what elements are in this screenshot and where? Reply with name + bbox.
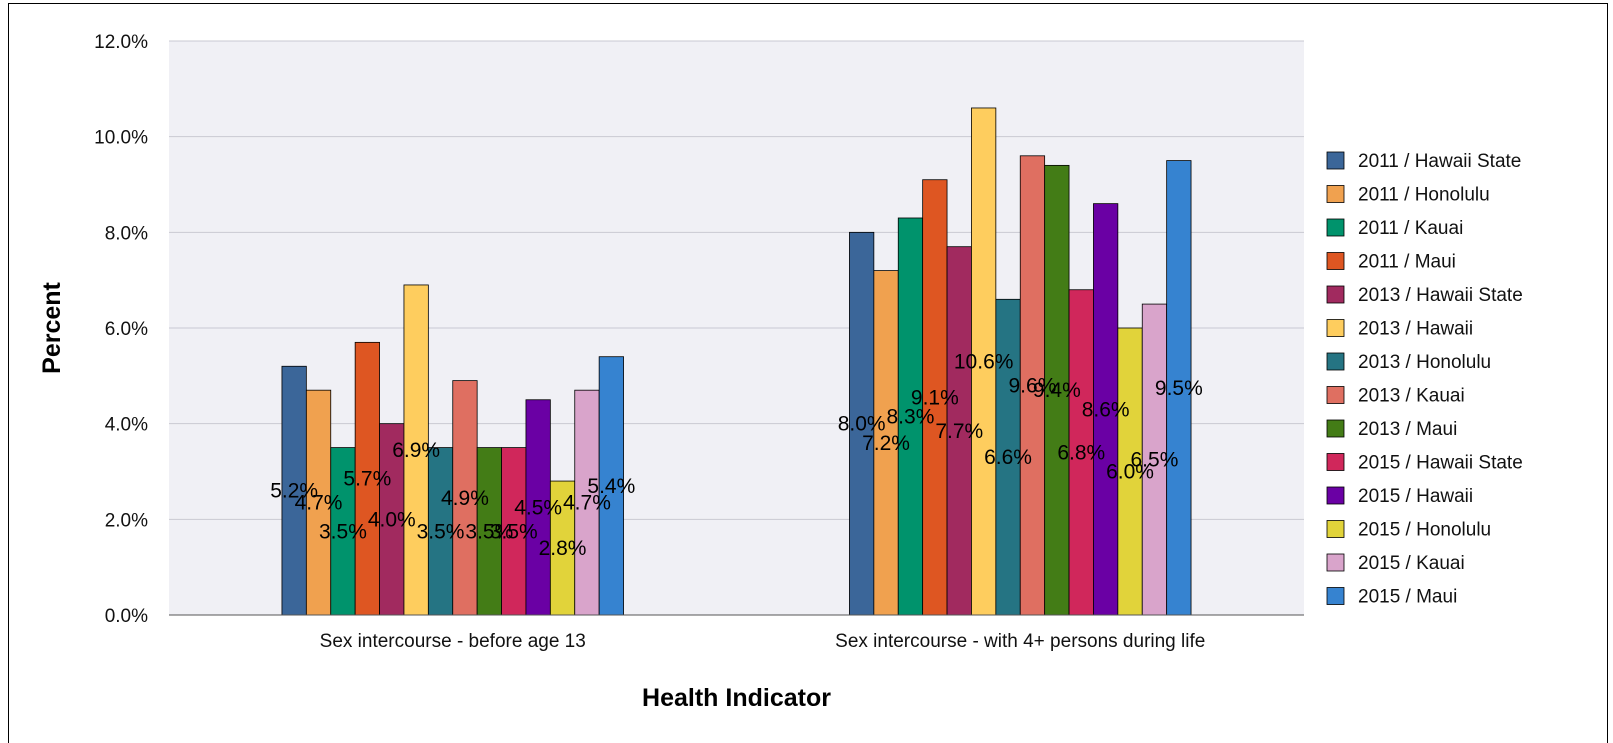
legend-swatch <box>1327 152 1344 169</box>
legend-item: 2015 / Maui <box>1327 587 1457 608</box>
data-label: 3.5% <box>417 520 465 543</box>
data-label: 6.8% <box>1057 441 1105 464</box>
x-axis-categories: Sex intercourse - before age 13 Sex inter… <box>320 631 1206 652</box>
legend-item: 2013 / Honolulu <box>1327 352 1491 373</box>
legend-label: 2011 / Maui <box>1358 252 1456 273</box>
data-label: 6.9% <box>392 439 440 462</box>
data-label: 7.2% <box>862 432 910 455</box>
legend-label: 2013 / Kauai <box>1358 386 1465 407</box>
data-label: 4.0% <box>368 508 416 531</box>
legend-label: 2013 / Hawaii State <box>1358 285 1523 306</box>
data-label: 3.5% <box>490 520 538 543</box>
data-label: 2.8% <box>539 537 587 560</box>
legend-swatch <box>1327 186 1344 203</box>
legend-swatch <box>1327 487 1344 504</box>
legend-item: 2013 / Hawaii <box>1327 319 1473 340</box>
legend-item: 2015 / Hawaii <box>1327 486 1473 507</box>
legend-item: 2013 / Hawaii State <box>1327 285 1523 306</box>
legend-label: 2013 / Honolulu <box>1358 352 1491 373</box>
legend-label: 2015 / Kauai <box>1358 553 1465 574</box>
y-tick-label: 6.0% <box>105 319 148 340</box>
y-tick-label: 10.0% <box>94 128 148 149</box>
legend-item: 2015 / Hawaii State <box>1327 453 1523 474</box>
legend-item: 2013 / Kauai <box>1327 386 1465 407</box>
legend-item: 2015 / Honolulu <box>1327 520 1491 541</box>
legend-swatch <box>1327 387 1344 404</box>
legend-swatch <box>1327 219 1344 236</box>
legend-item: 2011 / Hawaii State <box>1327 151 1521 172</box>
legend-label: 2015 / Honolulu <box>1358 520 1491 541</box>
legend-swatch <box>1327 588 1344 605</box>
legend-item: 2015 / Kauai <box>1327 553 1465 574</box>
y-axis-title: Percent <box>38 281 66 373</box>
legend-label: 2015 / Maui <box>1358 587 1457 608</box>
data-label: 4.5% <box>514 496 562 519</box>
legend-swatch <box>1327 286 1344 303</box>
data-label: 3.5% <box>319 520 367 543</box>
legend-label: 2011 / Hawaii State <box>1358 151 1521 172</box>
legend-item: 2011 / Honolulu <box>1327 185 1490 206</box>
x-axis-title: Health Indicator <box>642 684 831 712</box>
y-tick-label: 4.0% <box>105 415 148 436</box>
data-label: 10.6% <box>954 350 1014 373</box>
y-tick-label: 12.0% <box>94 32 148 53</box>
legend-swatch <box>1327 320 1344 337</box>
legend-swatch <box>1327 454 1344 471</box>
legend-item: 2011 / Maui <box>1327 252 1456 273</box>
legend-label: 2011 / Kauai <box>1358 218 1463 239</box>
x-category-label: Sex intercourse - before age 13 <box>320 631 586 652</box>
data-label: 4.9% <box>441 487 489 510</box>
data-label: 9.5% <box>1155 377 1203 400</box>
x-category-label: Sex intercourse - with 4+ persons during… <box>835 631 1205 652</box>
legend-swatch <box>1327 554 1344 571</box>
data-label: 7.7% <box>935 420 983 443</box>
y-tick-label: 2.0% <box>105 510 148 531</box>
data-label: 5.4% <box>587 475 635 498</box>
legend-swatch <box>1327 521 1344 538</box>
data-label: 5.7% <box>343 468 391 491</box>
legend: 2011 / Hawaii State 2011 / Honolulu 2011 /… <box>1327 151 1523 608</box>
legend-label: 2015 / Hawaii <box>1358 486 1473 507</box>
legend-swatch <box>1327 353 1344 370</box>
legend-swatch <box>1327 253 1344 270</box>
data-label: 6.6% <box>984 446 1032 469</box>
data-label: 6.5% <box>1131 449 1179 472</box>
legend-label: 2013 / Hawaii <box>1358 319 1473 340</box>
legend-item: 2011 / Kauai <box>1327 218 1463 239</box>
legend-label: 2011 / Honolulu <box>1358 185 1490 206</box>
data-label: 8.6% <box>1082 398 1130 421</box>
legend-item: 2013 / Maui <box>1327 419 1457 440</box>
data-label: 9.1% <box>911 386 959 409</box>
data-label: 4.7% <box>295 492 343 515</box>
legend-swatch <box>1327 420 1344 437</box>
data-label: 9.4% <box>1033 379 1081 402</box>
y-tick-label: 8.0% <box>105 223 148 244</box>
y-tick-label: 0.0% <box>105 606 148 627</box>
legend-label: 2013 / Maui <box>1358 419 1457 440</box>
y-axis-ticks: 0.0% 2.0% 4.0% 6.0% 8.0% 10.0% 12.0% <box>94 32 148 627</box>
legend-label: 2015 / Hawaii State <box>1358 453 1523 474</box>
